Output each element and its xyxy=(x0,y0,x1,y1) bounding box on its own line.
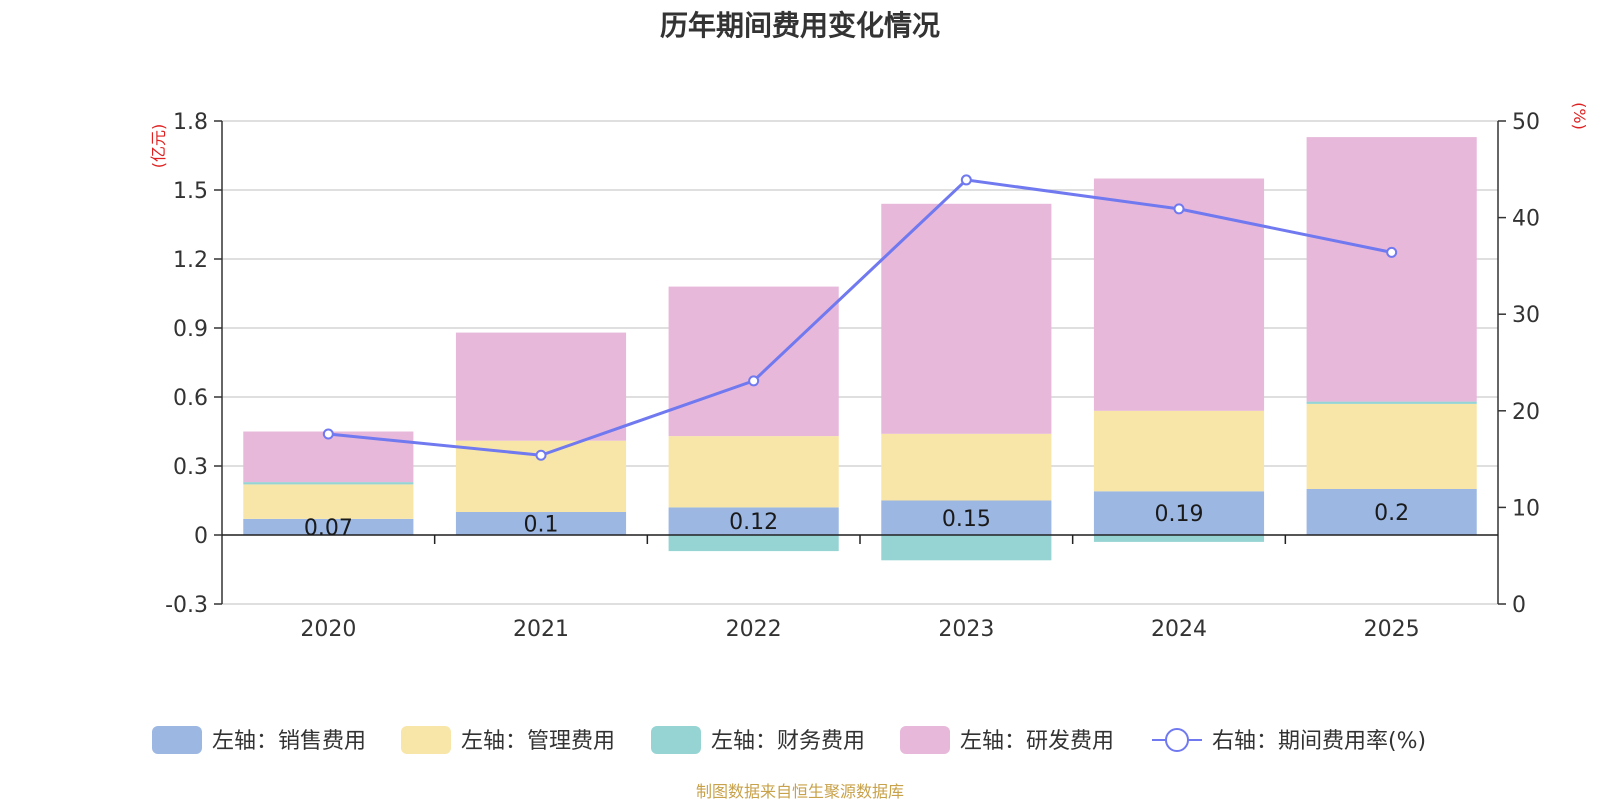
bar-data-label: 0.12 xyxy=(729,510,778,535)
bar-segment xyxy=(1306,489,1477,535)
left-axis-tick-label: -0.3 xyxy=(165,593,208,618)
right-axis-tick-label: 10 xyxy=(1512,496,1540,521)
bar-segment xyxy=(243,484,414,519)
category-label: 2020 xyxy=(300,617,356,642)
bar-segment xyxy=(668,286,839,437)
bar-segment xyxy=(668,436,839,508)
bar-segment xyxy=(243,482,414,485)
left-axis-tick-label: 0.6 xyxy=(173,386,208,411)
right-axis-tick-label: 40 xyxy=(1512,207,1540,232)
right-axis-unit: (%) xyxy=(1570,102,1589,130)
bar-data-label: 0.07 xyxy=(304,516,353,541)
legend-item[interactable]: 左轴：财务费用 xyxy=(651,726,865,754)
category-label: 2022 xyxy=(726,617,782,642)
bar-data-label: 0.2 xyxy=(1374,501,1409,526)
bar-segment xyxy=(1093,491,1265,535)
legend-label: 右轴：期间费用率(%) xyxy=(1212,729,1426,754)
line-point xyxy=(322,428,334,440)
bar-segment xyxy=(455,512,627,535)
legend-item[interactable]: 左轴：管理费用 xyxy=(401,726,615,754)
line-point xyxy=(1173,203,1185,215)
legend-swatch xyxy=(401,726,451,754)
bar-data-label: 0.15 xyxy=(942,507,991,532)
bar-segment xyxy=(668,535,839,552)
bar-series xyxy=(243,137,1477,561)
left-axis-tick-label: 1.2 xyxy=(173,248,208,273)
bar-segment xyxy=(881,433,1052,501)
left-axis-tick-label: 1.8 xyxy=(173,110,208,135)
line-point xyxy=(960,174,972,186)
expense-rate-line xyxy=(328,178,1392,457)
left-axis-tick-label: 0.3 xyxy=(173,455,208,480)
right-axis-tick-label: 50 xyxy=(1512,110,1540,135)
line-point xyxy=(748,375,760,387)
legend-swatch xyxy=(152,726,202,754)
line-series xyxy=(322,174,1398,461)
bar-segment xyxy=(1093,535,1265,542)
legend: 左轴：销售费用 左轴：管理费用 左轴：财务费用 左轴：研发费用 右轴：期间费用率(%) xyxy=(152,726,1426,754)
line-point xyxy=(535,449,547,461)
source-note: 制图数据来自恒生聚源数据库 xyxy=(695,782,904,801)
right-axis-tick-label: 0 xyxy=(1512,593,1526,618)
legend-label: 左轴：财务费用 xyxy=(711,729,865,754)
left-axis-tick-label: 0.9 xyxy=(173,317,208,342)
legend-swatch xyxy=(900,726,950,754)
chart-title: 历年期间费用变化情况 xyxy=(659,9,940,42)
left-axis-tick-label: 1.5 xyxy=(173,179,208,204)
legend-label: 左轴：研发费用 xyxy=(960,729,1114,754)
legend-point-swatch xyxy=(1165,728,1189,752)
bar-segment xyxy=(881,500,1052,535)
bar-data-label: 0.1 xyxy=(524,513,559,538)
data-labels: 0.07 0.1 0.12 0.15 0.19 0.2 xyxy=(304,501,1409,541)
bar-segment xyxy=(1306,137,1477,402)
left-axis-unit: (亿元) xyxy=(149,124,168,169)
bar-segment xyxy=(668,507,839,535)
category-label: 2024 xyxy=(1151,617,1207,642)
bar-segment xyxy=(1306,403,1477,489)
axes: -0.3 0 0.3 0.6 0.9 1.2 1.5 1.8 0 10 20 30 40 50 2020 20… xyxy=(165,110,1540,642)
category-label: 2025 xyxy=(1364,617,1420,642)
bar-segment xyxy=(1093,410,1265,492)
right-axis-tick-label: 30 xyxy=(1512,303,1540,328)
bar-segment xyxy=(243,518,414,535)
legend-label: 左轴：管理费用 xyxy=(461,729,615,754)
bar-segment xyxy=(1093,178,1265,411)
category-label: 2021 xyxy=(513,617,569,642)
bar-segment xyxy=(455,332,627,441)
left-axis-tick-label: 0 xyxy=(194,524,208,549)
bar-segment xyxy=(1306,401,1477,404)
category-label: 2023 xyxy=(938,617,994,642)
bar-data-label: 0.19 xyxy=(1155,502,1204,527)
legend-item[interactable]: 右轴：期间费用率(%) xyxy=(1152,728,1426,754)
legend-label: 左轴：销售费用 xyxy=(212,729,366,754)
bar-segment xyxy=(881,203,1052,434)
legend-item[interactable]: 左轴：研发费用 xyxy=(900,726,1114,754)
line-point xyxy=(1386,246,1398,258)
right-axis-tick-label: 20 xyxy=(1512,400,1540,425)
legend-item[interactable]: 左轴：销售费用 xyxy=(152,726,366,754)
legend-swatch xyxy=(651,726,701,754)
bar-segment xyxy=(881,535,1052,561)
